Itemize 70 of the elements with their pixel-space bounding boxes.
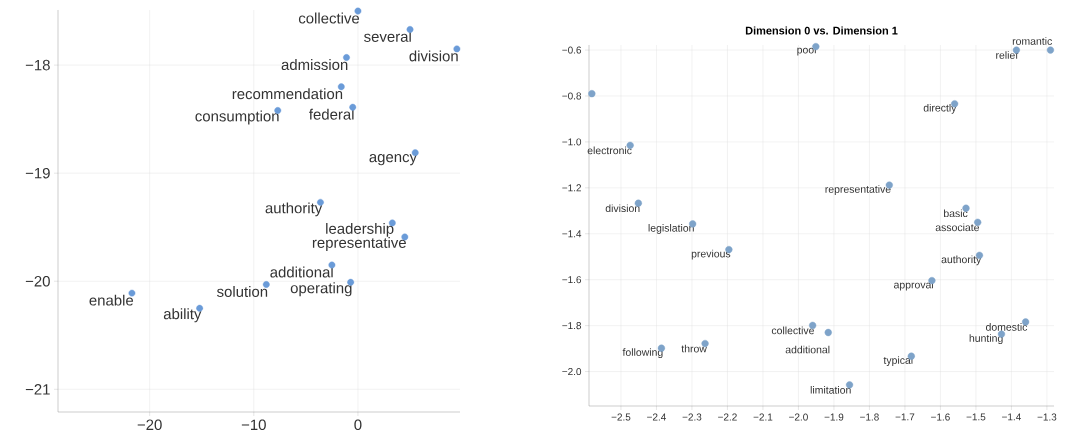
annotation: consumption xyxy=(195,110,279,125)
annotation: operating xyxy=(290,282,352,297)
x-tick-label: −1.7 xyxy=(895,413,915,421)
annotation: legislation xyxy=(648,224,694,234)
x-tick-label: −2.5 xyxy=(611,413,631,421)
annotation: authority xyxy=(265,202,323,217)
y-tick-label: −1.8 xyxy=(562,322,582,330)
annotation: authority xyxy=(941,255,982,266)
point xyxy=(588,90,596,98)
point xyxy=(406,26,414,33)
annotation: federal xyxy=(309,108,354,120)
annotation: poor xyxy=(797,47,818,56)
x-tick-label: −1.3 xyxy=(1037,413,1057,421)
y-tick-label: −21 xyxy=(25,384,50,395)
point xyxy=(824,328,832,337)
annotation: additional xyxy=(785,345,830,354)
annotation: representative xyxy=(312,236,406,251)
y-tick-label: −1.0 xyxy=(562,138,582,146)
x-tick-label: −1.9 xyxy=(824,413,844,421)
y-tick-label: −0.6 xyxy=(562,46,582,54)
point xyxy=(1046,46,1055,54)
x-tick-label: −1.6 xyxy=(931,413,950,421)
y-tick-label: −18 xyxy=(25,59,50,71)
annotation: approval xyxy=(894,280,933,291)
annotation: additional xyxy=(270,266,333,278)
annotation: electronic xyxy=(587,146,632,155)
annotation: relief xyxy=(996,51,1019,59)
x-tick-label: −2.1 xyxy=(753,413,773,421)
annotation: solution xyxy=(217,285,268,297)
x-tick-label: −1.4 xyxy=(1002,413,1021,421)
x-tick-label: −2.4 xyxy=(647,413,666,421)
y-tick-label: −2.0 xyxy=(562,368,582,376)
annotation: previous xyxy=(691,249,731,260)
y-tick-label: −19 xyxy=(25,167,50,179)
annotation: division xyxy=(605,204,640,213)
annotation: division xyxy=(409,50,458,62)
annotation: recommendation xyxy=(232,88,343,100)
x-tick-label: −20 xyxy=(137,419,162,431)
annotation: domestic xyxy=(986,323,1028,331)
annotation: enable xyxy=(89,294,134,306)
y-tick-label: −1.2 xyxy=(562,184,581,192)
x-tick-label: −2.3 xyxy=(682,413,702,421)
x-tick-label: −2.2 xyxy=(718,413,737,421)
annotation: following xyxy=(622,348,663,358)
x-tick-label: −1.5 xyxy=(966,413,986,421)
annotation: hunting xyxy=(969,334,1003,344)
annotation: throw xyxy=(681,344,707,353)
annotation: admission xyxy=(281,59,348,71)
annotation: limitation xyxy=(810,386,851,394)
y-tick-label: −0.8 xyxy=(562,92,582,100)
annotation: associate xyxy=(935,223,980,232)
annotation: collective xyxy=(298,12,360,24)
y-tick-label: −1.4 xyxy=(562,230,582,238)
x-tick-label: −1.8 xyxy=(860,413,879,421)
annotation: ability xyxy=(163,308,202,323)
x-tick-label: −10 xyxy=(241,419,266,431)
annotation: leadership xyxy=(326,222,394,237)
annotation: basic xyxy=(944,209,968,218)
annotation: typical xyxy=(883,356,913,367)
y-tick-label: −1.6 xyxy=(562,276,582,284)
annotation: romantic xyxy=(1012,37,1052,45)
annotation: representative xyxy=(825,185,891,195)
annotation: directly xyxy=(923,103,957,114)
annotation: collective xyxy=(771,326,814,335)
annotation: several xyxy=(364,30,411,42)
annotation: agency xyxy=(369,154,417,166)
x-tick-label: 0 xyxy=(354,419,362,431)
y-tick-label: −20 xyxy=(25,275,50,287)
chart-title: Dimension 0 vs. Dimension 1 xyxy=(745,26,898,35)
x-tick-label: −2.0 xyxy=(789,413,808,421)
